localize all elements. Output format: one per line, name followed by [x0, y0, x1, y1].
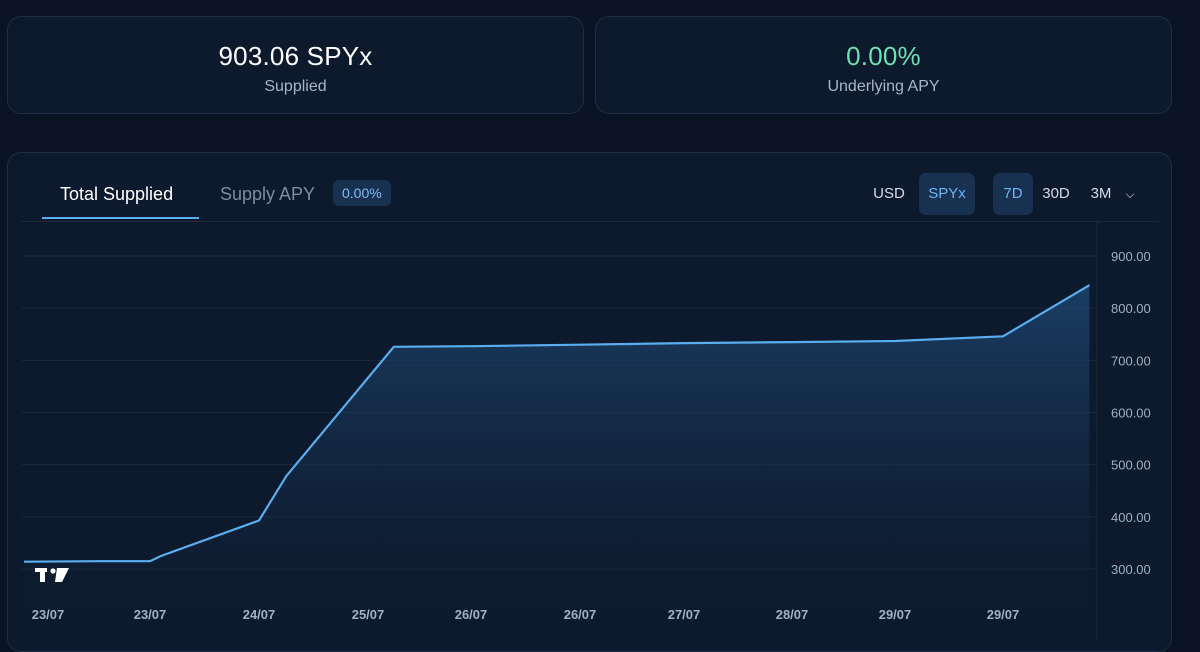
apy-label: Underlying APY	[827, 78, 940, 95]
supplied-card: 903.06 SPYx Supplied	[7, 16, 584, 114]
supply-apy-badge: 0.00%	[333, 180, 391, 206]
apy-value: 0.00%	[846, 41, 921, 71]
range-30d-button[interactable]: 30D	[1042, 185, 1070, 202]
tab-supply-apy[interactable]: Supply APY	[220, 184, 316, 204]
range-3m-button[interactable]: 3M	[1090, 185, 1112, 202]
chart-panel: Total Supplied Supply APY 0.00% USD SPYx…	[7, 152, 1172, 652]
tab-active-underline	[42, 217, 199, 219]
supplied-label: Supplied	[264, 78, 327, 95]
supplied-value: 903.06 SPYx	[218, 41, 373, 71]
range-chevron-down-icon[interactable]: ⌵	[1125, 187, 1135, 201]
range-7d-button[interactable]: 7D	[993, 173, 1033, 215]
panel-divider	[22, 221, 1159, 222]
tab-total-supplied[interactable]: Total Supplied	[60, 184, 174, 204]
currency-spyx-button[interactable]: SPYx	[919, 173, 975, 215]
apy-card: 0.00% Underlying APY	[595, 16, 1172, 114]
currency-usd-button[interactable]: USD	[873, 185, 905, 202]
